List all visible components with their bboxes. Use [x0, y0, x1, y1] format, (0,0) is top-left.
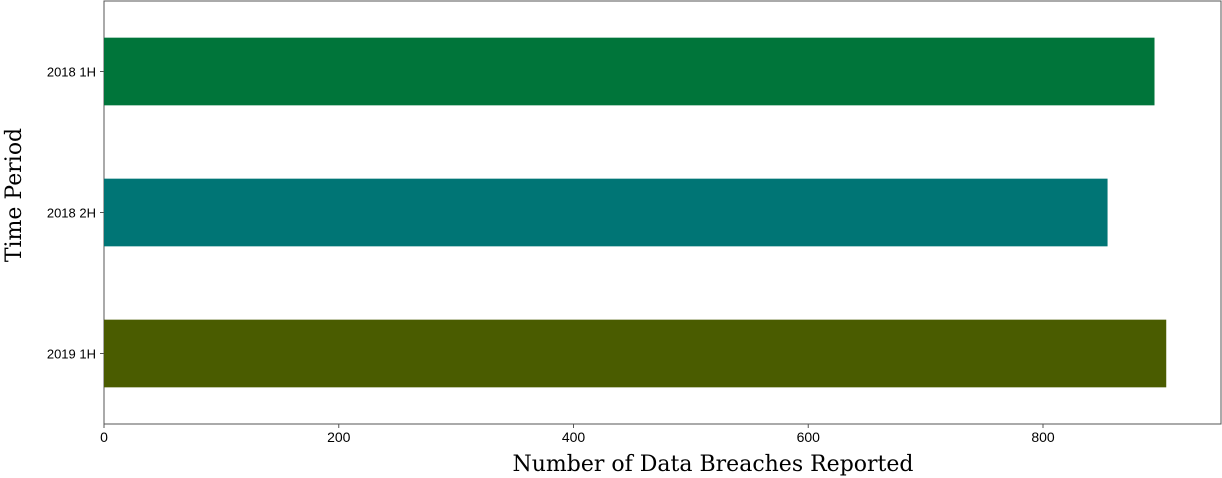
x-axis-label: Number of Data Breaches Reported: [513, 452, 914, 477]
y-axis-label: Time Period: [2, 128, 27, 262]
y-tick-label: 2019 1H: [47, 347, 96, 362]
x-tick-label: 400: [562, 429, 586, 445]
y-tick-label: 2018 2H: [47, 206, 96, 221]
bar-2018-2h: [104, 178, 1108, 247]
bar-2019-1h: [104, 319, 1167, 388]
y-tick-labels: 2018 1H 2018 2H 2019 1H: [47, 65, 104, 362]
bar-2018-1h: [104, 37, 1155, 106]
x-tick-label: 200: [327, 429, 351, 445]
x-tick-label: 0: [100, 429, 108, 445]
x-tick-label: 800: [1031, 429, 1055, 445]
x-tick-labels: 0 200 400 600 800: [100, 424, 1055, 445]
y-tick-label: 2018 1H: [47, 65, 96, 80]
x-tick-label: 600: [797, 429, 821, 445]
bars-group: [104, 37, 1167, 388]
